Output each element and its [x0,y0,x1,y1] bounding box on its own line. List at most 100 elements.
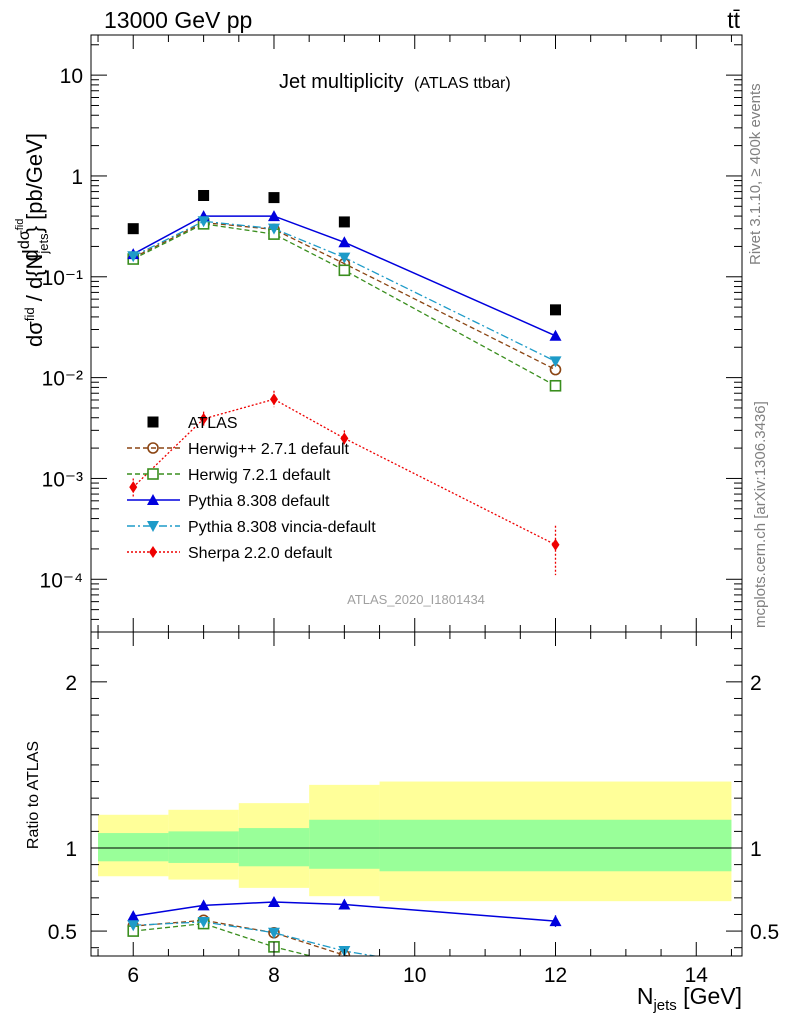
ratio-bands [98,781,732,902]
x-tick-label: 14 [685,964,709,987]
data-point [338,264,351,277]
x-tick-label: 10 [403,964,426,987]
ratio-data-point [339,959,349,969]
legend-marker [147,442,159,454]
ratio-y-axis-label: Ratio to ATLAS [25,741,42,849]
series-0 [127,189,561,316]
ratio-data-point [338,898,351,910]
data-point [269,393,278,406]
data-point [340,432,349,445]
process-label: 13000 GeV pp [104,7,252,33]
ratio-y-tick-label: 0.5 [48,921,77,944]
main-series [127,189,562,576]
main-y-tick-label: 10⁻⁴ [40,569,83,592]
data-point [549,356,562,368]
data-point [549,379,562,392]
legend-marker [147,494,159,505]
ratio-y-tick-label-right: 2 [750,672,762,695]
ratio-series-line [133,922,314,956]
data-point [267,210,280,222]
ratio-data-point [549,915,562,927]
data-point [549,304,561,316]
x-tick-label: 8 [268,964,280,987]
series-4 [127,216,562,368]
legend-label: ATLAS [188,415,238,432]
uncertainty-band-stat [238,828,310,867]
ratio-data-point [197,916,210,928]
data-point [127,251,140,263]
ratio-series-2 [127,896,562,927]
ratio-y-tick-label-right: 1 [750,838,762,861]
main-y-tick-label: 1 [71,166,83,189]
ratio-axes: 6 8 10 12 140.5 0.51 12 2 [48,632,779,987]
ratio-data-point [127,920,140,932]
legend-entry: Pythia 8.308 default [127,493,330,510]
main-y-tick-label: 10⁻³ [42,468,83,491]
series-line [132,223,556,387]
data-point [198,189,210,201]
chart-title: Jet multiplicity (ATLAS ttbar) [279,71,511,93]
ratio-series [127,896,562,969]
uncertainty-band-stat [309,819,380,869]
svg-text:ddσfid: ddσfid [14,219,43,262]
main-axes: 10⁻⁴ 10⁻³ 10⁻² 10⁻¹ 1 10 [40,35,742,633]
data-point [127,223,139,235]
legend-marker [147,468,159,480]
ratio-data-point [127,910,140,922]
legend-marker [147,416,159,428]
data-point [268,192,280,204]
analysis-watermark: ATLAS_2020_I1801434 [347,592,485,607]
mcplots-label: mcplots.cern.ch [arXiv:1306.3436] [752,401,769,628]
legend-label: Pythia 8.308 default [188,493,330,510]
x-axis-label: Njets [GeV] [637,983,742,1014]
legend-marker [149,546,157,558]
ratio-data-point [267,896,280,907]
legend-label: Herwig++ 2.7.1 default [188,441,350,458]
main-y-tick-label: 10⁻¹ [42,267,83,290]
uncertainty-band-stat [98,833,169,862]
data-point [197,216,210,228]
legend-entry: Herwig++ 2.7.1 default [127,441,350,458]
legend-entry: ATLAS [147,415,238,432]
x-tick-label: 12 [544,964,567,987]
chart-title-main: Jet multiplicity [279,71,403,93]
ratio-data-point [197,899,210,911]
legend-label: Herwig 7.2.1 default [188,467,331,484]
data-point [267,223,280,235]
ratio-y-tick-label-right: 0.5 [750,921,779,944]
legend-entry: Herwig 7.2.1 default [127,467,331,484]
ratio-y-tick-label: 1 [65,838,77,861]
x-tick-label: 6 [127,964,139,987]
data-point [338,236,351,248]
legend: ATLAS Herwig++ 2.7.1 default Herwig 7.2.1 … [127,415,376,562]
final-state-label: tt̄ [727,7,740,33]
series-line [132,221,556,371]
legend-entry: Sherpa 2.2.0 default [127,545,333,562]
legend-label: Pythia 8.308 vincia-default [188,519,376,536]
rivet-version-label: Rivet 3.1.10, ≥ 400k events [747,83,764,265]
data-point [129,481,138,494]
main-y-tick-label: 10⁻² [42,368,83,391]
data-point [338,216,350,228]
ratio-plot-frame [90,631,743,957]
main-plot-frame [90,34,743,633]
legend-marker [147,521,159,532]
uncertainty-band-stat [168,831,239,863]
data-point [551,538,560,551]
uncertainty-band-stat [379,819,732,872]
ratio-y-tick-label: 2 [65,672,77,695]
chart-title-sub: (ATLAS ttbar) [414,75,511,92]
series-5 [129,390,560,576]
main-y-axis-label: ddσfid [14,219,43,262]
data-point [199,412,208,425]
data-point [549,329,562,341]
ratio-panel: 6 8 10 12 140.5 0.51 12 2 Ratio to ATLAS Njets … [25,631,779,1014]
main-y-tick-label: 10 [60,65,83,88]
legend-label: Sherpa 2.2.0 default [188,545,333,562]
series-line [132,398,556,546]
legend-entry: Pythia 8.308 vincia-default [127,519,376,536]
ratio-data-point [267,927,280,939]
data-point [338,252,351,264]
main-panel: 10⁻⁴ 10⁻³ 10⁻² 10⁻¹ 1 10 Jet multiplicity (AT… [14,34,743,633]
